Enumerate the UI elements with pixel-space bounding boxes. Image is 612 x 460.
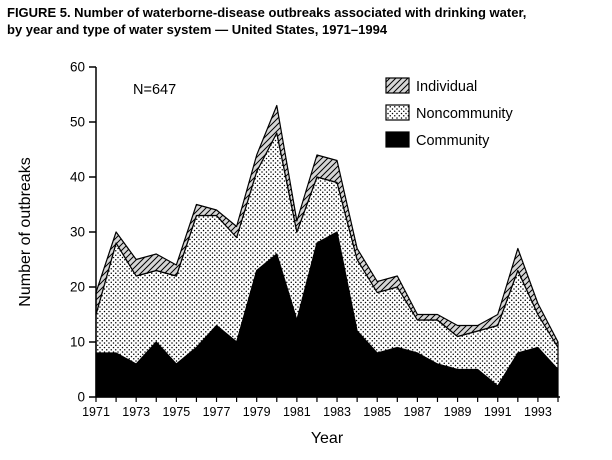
- x-tick-label: 1991: [484, 405, 512, 419]
- y-tick-label: 10: [70, 335, 85, 350]
- x-tick-label: 1979: [243, 405, 271, 419]
- x-tick-label: 1977: [203, 405, 231, 419]
- legend-swatch-individual: [385, 77, 410, 94]
- x-tick-label: 1981: [283, 405, 311, 419]
- y-axis-title: Number of outbreaks: [17, 157, 34, 306]
- legend-label-community: Community: [416, 133, 490, 149]
- x-tick-label: 1987: [403, 405, 431, 419]
- figure-title-line2: by year and type of water system — Unite…: [7, 21, 388, 37]
- x-tick-label: 1989: [444, 405, 472, 419]
- x-tick-label: 1985: [363, 405, 391, 419]
- x-tick-label: 1983: [323, 405, 351, 419]
- plot-area: 0 10 20 30 40 50 60 1971 1973 1975 1977 1979 1981 198…: [17, 60, 560, 447]
- y-tick-label: 50: [70, 115, 85, 130]
- legend-label-individual: Individual: [416, 79, 477, 95]
- legend-label-noncommunity: Noncommunity: [416, 106, 513, 122]
- legend-swatch-noncommunity: [385, 104, 410, 121]
- x-axis-title: Year: [311, 430, 344, 447]
- x-tick-label: 1971: [82, 405, 110, 419]
- figure-title: FIGURE 5. Number of waterborne-disease o…: [7, 5, 607, 38]
- y-tick-label: 60: [70, 60, 85, 75]
- figure-title-line1: FIGURE 5. Number of waterborne-disease o…: [7, 5, 527, 20]
- y-tick-label: 20: [70, 280, 85, 295]
- x-tick-label: 1973: [122, 405, 150, 419]
- x-tick-label: 1993: [524, 405, 552, 419]
- x-tick-label: 1975: [162, 405, 190, 419]
- n-annotation: N=647: [133, 82, 176, 98]
- y-tick-label: 0: [77, 390, 85, 405]
- y-tick-label: 40: [70, 170, 85, 185]
- legend-swatch-community: [385, 131, 410, 148]
- y-tick-label: 30: [70, 225, 85, 240]
- area-individual: [95, 104, 559, 349]
